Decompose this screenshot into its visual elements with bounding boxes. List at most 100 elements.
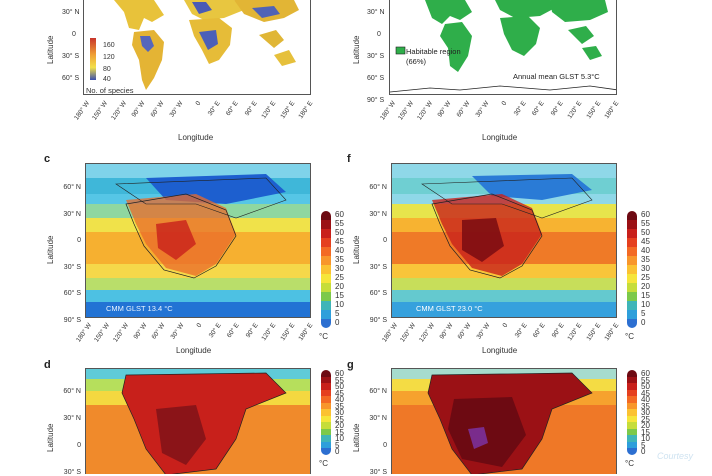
colorbar-tick: 55 [335,219,344,228]
lon-tick: 90° W [438,322,455,341]
colorbar-segment [627,229,637,238]
colorbar-unit: °C [319,458,328,468]
colorbar-tick: 45 [335,388,344,398]
lon-tick: 60° W [150,322,167,341]
colorbar-tick: 10 [335,300,344,309]
colorbar-unit: °C [625,332,634,341]
colorbar-segment [627,301,637,310]
lon-tick: 60° W [149,100,166,119]
lat-tick: 0 [383,442,387,449]
y-axis-title: Latitude [352,235,361,264]
colorbar-segment [321,247,331,256]
species-legend-tick: 40 [103,76,111,83]
lon-tick: 60° W [456,322,473,341]
colorbar-segment [627,319,637,328]
temperature-map-c [86,164,310,317]
colorbar-tick: 20 [641,421,650,430]
colorbar-tick: 10 [641,300,650,309]
lon-tick: 90° E [244,322,260,340]
y-axis-title: Latitude [352,423,361,452]
colorbar-segment [321,370,331,377]
colorbar-segment [627,415,637,422]
y-axis-title: Latitude [46,235,55,264]
colorbar-tick: 20 [335,421,344,430]
lon-tick: 150° W [91,100,110,122]
colorbar-tick: 25 [641,414,650,424]
lat-tick: 30° S [369,469,387,476]
colorbar-tick: 35 [641,255,650,264]
lat-tick: 60° S [63,290,81,297]
lon-tick: 150° E [585,322,603,343]
colorbar-segment [321,396,331,403]
lon-tick: 120° E [566,100,584,121]
colorbar-segment [321,301,331,310]
colorbar-segment [627,247,637,256]
x-axis-title: Longitude [482,346,518,355]
lon-tick: 90° W [130,100,147,119]
colorbar-segment [627,292,637,301]
temperature-map-f [392,164,616,317]
colorbar-tick: 45 [641,388,650,398]
lon-tick: 90° E [550,322,566,340]
colorbar-tick: 40 [641,246,650,255]
colorbar-tick: 40 [335,246,344,255]
x-axis-title: Longitude [482,133,518,142]
colorbar-tick: 35 [335,401,344,411]
lon-tick: 30° W [169,322,186,341]
lat-tick: 90° S [63,316,81,324]
temperature-map-d [86,369,310,474]
colorbar-segment [321,402,331,409]
colorbar-segment [627,435,637,442]
colorbar-segment [627,211,637,220]
colorbar-tick: 30 [335,264,344,273]
colorbar-segment [627,402,637,409]
colorbar-tick: 30 [641,264,650,273]
colorbar-segment [321,415,331,422]
lat-tick: 30° S [367,53,385,60]
lat-tick: 60° S [369,290,387,297]
lon-tick: 120° W [417,322,436,344]
lon-tick: 150° W [397,100,416,122]
habitable-legend-pct: (66%) [406,57,427,66]
colorbar-segment [627,409,637,416]
lon-tick: 180° E [297,100,315,121]
map-panel-f [391,163,617,318]
lat-tick: 30° N [62,9,80,16]
colorbar-bar [321,370,331,455]
lon-tick: 150° E [279,100,297,121]
colorbar-tick: 35 [335,255,344,264]
glst-caption-c: CMM GLST 13.4 °C [106,304,173,313]
lon-tick: 30° E [206,100,222,118]
colorbar-segment [627,220,637,229]
colorbar-segment [627,274,637,283]
colorbar-tick: 15 [335,291,344,300]
lat-tick: 90° S [369,316,387,324]
temperature-map-g [392,369,616,474]
panel-label-d: d [44,359,51,371]
species-legend-title: No. of species [86,86,134,95]
colorbar-segment [627,370,637,377]
lon-tick: 180° W [72,100,91,122]
colorbar-segment [321,441,331,448]
lon-tick: 90° E [243,100,259,118]
lon-tick: 150° E [279,322,297,343]
colorbar-segment [321,422,331,429]
colorbar-tick: 50 [641,228,650,237]
colorbar-unit: °C [625,458,634,468]
lon-tick: 120° W [110,100,129,122]
lon-tick: 60° E [531,100,547,118]
y-axis-title: Latitude [352,35,361,64]
annual-mean-glst: Annual mean GLST 5.3°C [513,72,600,81]
species-legend-tick: 120 [103,54,115,61]
colorbar-segment [627,265,637,274]
colorbar-tick: 25 [335,273,344,282]
colorbar-tick: 15 [641,427,650,437]
lon-tick: 180° E [603,322,621,343]
colorbar-segment [321,389,331,396]
colorbar-segment [627,389,637,396]
colorbar-tick: 15 [641,291,650,300]
habitable-legend-label: Habitable region [406,47,461,56]
colorbar-segment [321,319,331,328]
colorbar-bar [627,211,637,328]
lat-tick: 30° N [63,415,81,422]
